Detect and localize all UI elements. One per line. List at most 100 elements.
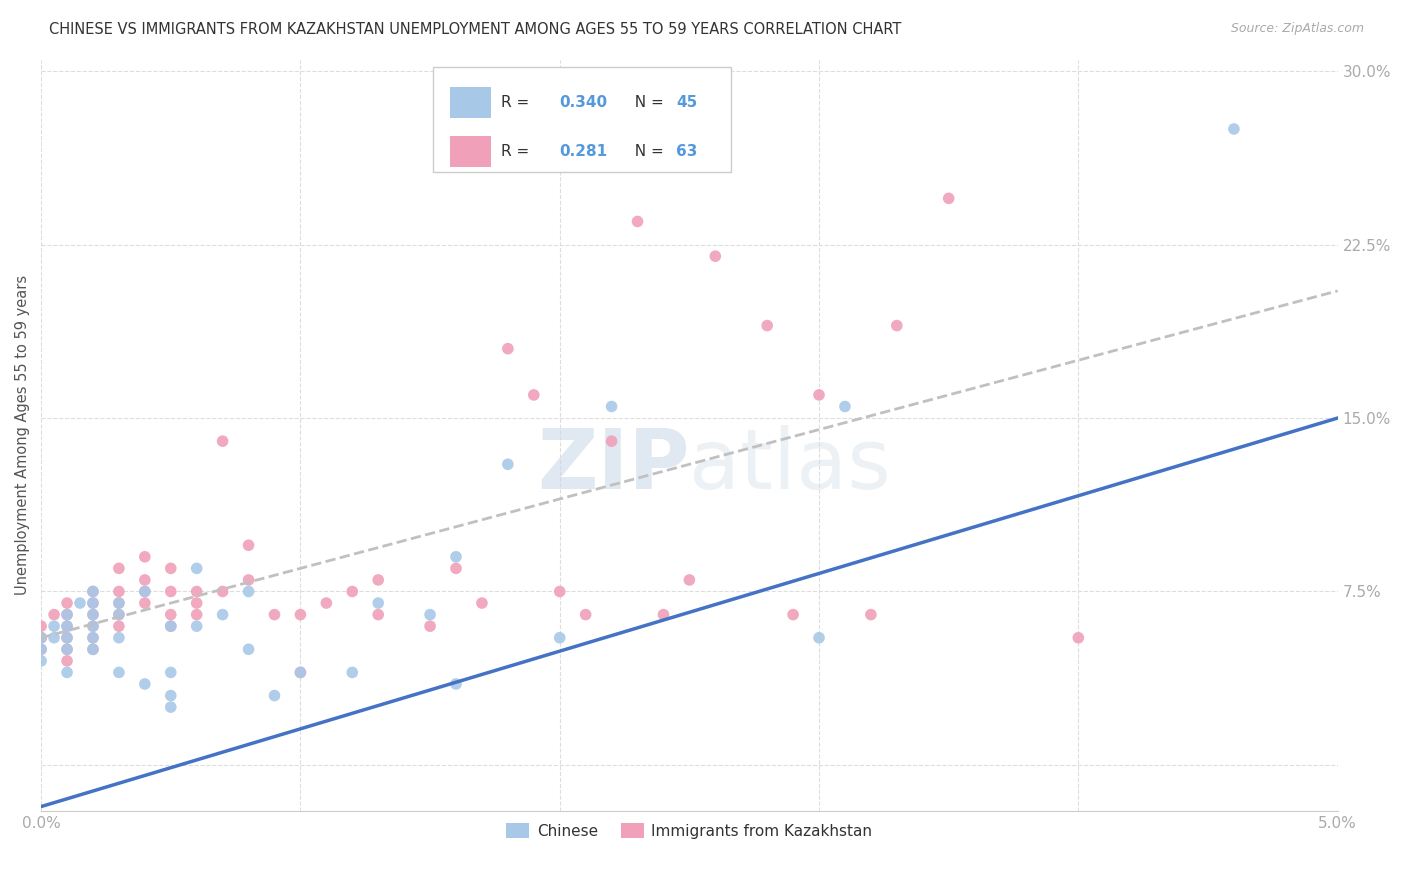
Point bbox=[42, 619, 65, 633]
Point bbox=[82, 607, 104, 622]
Point bbox=[30, 642, 52, 657]
Text: CHINESE VS IMMIGRANTS FROM KAZAKHSTAN UNEMPLOYMENT AMONG AGES 55 TO 59 YEARS COR: CHINESE VS IMMIGRANTS FROM KAZAKHSTAN UN… bbox=[49, 22, 901, 37]
Point bbox=[82, 596, 104, 610]
Point bbox=[42, 607, 65, 622]
Point bbox=[496, 342, 519, 356]
Point bbox=[30, 654, 52, 668]
Point bbox=[30, 642, 52, 657]
Point bbox=[30, 631, 52, 645]
Point bbox=[211, 607, 233, 622]
Point bbox=[159, 665, 181, 680]
Point bbox=[367, 596, 389, 610]
Point bbox=[444, 677, 467, 691]
Point bbox=[367, 573, 389, 587]
Point bbox=[367, 607, 389, 622]
Point bbox=[159, 607, 181, 622]
Point bbox=[496, 458, 519, 472]
Point bbox=[134, 584, 156, 599]
Point bbox=[600, 434, 623, 449]
Point bbox=[290, 607, 312, 622]
Point bbox=[56, 642, 79, 657]
Point bbox=[342, 665, 364, 680]
Point bbox=[108, 584, 131, 599]
Point bbox=[678, 573, 700, 587]
Point bbox=[108, 631, 131, 645]
Point bbox=[159, 561, 181, 575]
Point bbox=[134, 584, 156, 599]
Point bbox=[1223, 122, 1246, 136]
Point bbox=[263, 689, 285, 703]
Point bbox=[186, 584, 208, 599]
Point bbox=[108, 561, 131, 575]
Text: atlas: atlas bbox=[689, 425, 891, 506]
FancyBboxPatch shape bbox=[450, 87, 491, 119]
Point bbox=[419, 607, 441, 622]
Point bbox=[56, 642, 79, 657]
Point bbox=[626, 214, 648, 228]
Point bbox=[82, 584, 104, 599]
Point bbox=[56, 631, 79, 645]
Text: 45: 45 bbox=[676, 95, 697, 110]
Point bbox=[186, 561, 208, 575]
Y-axis label: Unemployment Among Ages 55 to 59 years: Unemployment Among Ages 55 to 59 years bbox=[15, 276, 30, 596]
Point bbox=[56, 654, 79, 668]
Point bbox=[134, 677, 156, 691]
Point bbox=[159, 689, 181, 703]
Point bbox=[938, 191, 960, 205]
Point bbox=[600, 400, 623, 414]
Point bbox=[56, 596, 79, 610]
Text: 63: 63 bbox=[676, 144, 697, 159]
FancyBboxPatch shape bbox=[450, 136, 491, 167]
Text: N =: N = bbox=[624, 144, 668, 159]
Text: 0.281: 0.281 bbox=[560, 144, 607, 159]
Point bbox=[548, 584, 571, 599]
Point bbox=[859, 607, 882, 622]
Point bbox=[548, 631, 571, 645]
Point bbox=[159, 619, 181, 633]
Point bbox=[56, 665, 79, 680]
Point bbox=[82, 596, 104, 610]
Text: Source: ZipAtlas.com: Source: ZipAtlas.com bbox=[1230, 22, 1364, 36]
Point bbox=[56, 631, 79, 645]
Point bbox=[69, 596, 91, 610]
Point bbox=[108, 596, 131, 610]
Point bbox=[159, 584, 181, 599]
Point bbox=[82, 607, 104, 622]
Point bbox=[652, 607, 675, 622]
Point bbox=[186, 596, 208, 610]
Point bbox=[290, 665, 312, 680]
Text: ZIP: ZIP bbox=[537, 425, 689, 506]
Point bbox=[808, 631, 831, 645]
Point bbox=[56, 607, 79, 622]
Point bbox=[211, 434, 233, 449]
Point bbox=[211, 584, 233, 599]
Point bbox=[134, 596, 156, 610]
Point bbox=[108, 619, 131, 633]
Point bbox=[444, 561, 467, 575]
Point bbox=[471, 596, 494, 610]
Point bbox=[444, 549, 467, 564]
FancyBboxPatch shape bbox=[433, 67, 731, 172]
Point bbox=[186, 619, 208, 633]
Point bbox=[808, 388, 831, 402]
Text: R =: R = bbox=[502, 95, 534, 110]
Point bbox=[782, 607, 804, 622]
Point bbox=[42, 631, 65, 645]
Point bbox=[238, 573, 260, 587]
Point bbox=[419, 619, 441, 633]
Point bbox=[30, 631, 52, 645]
Point bbox=[238, 538, 260, 552]
Point bbox=[82, 642, 104, 657]
Point bbox=[834, 400, 856, 414]
Text: N =: N = bbox=[624, 95, 668, 110]
Text: R =: R = bbox=[502, 144, 534, 159]
Point bbox=[108, 665, 131, 680]
Point bbox=[159, 619, 181, 633]
Point bbox=[575, 607, 598, 622]
Point bbox=[82, 642, 104, 657]
Point bbox=[30, 631, 52, 645]
Point bbox=[108, 607, 131, 622]
Point bbox=[30, 619, 52, 633]
Point bbox=[238, 642, 260, 657]
Point bbox=[315, 596, 337, 610]
